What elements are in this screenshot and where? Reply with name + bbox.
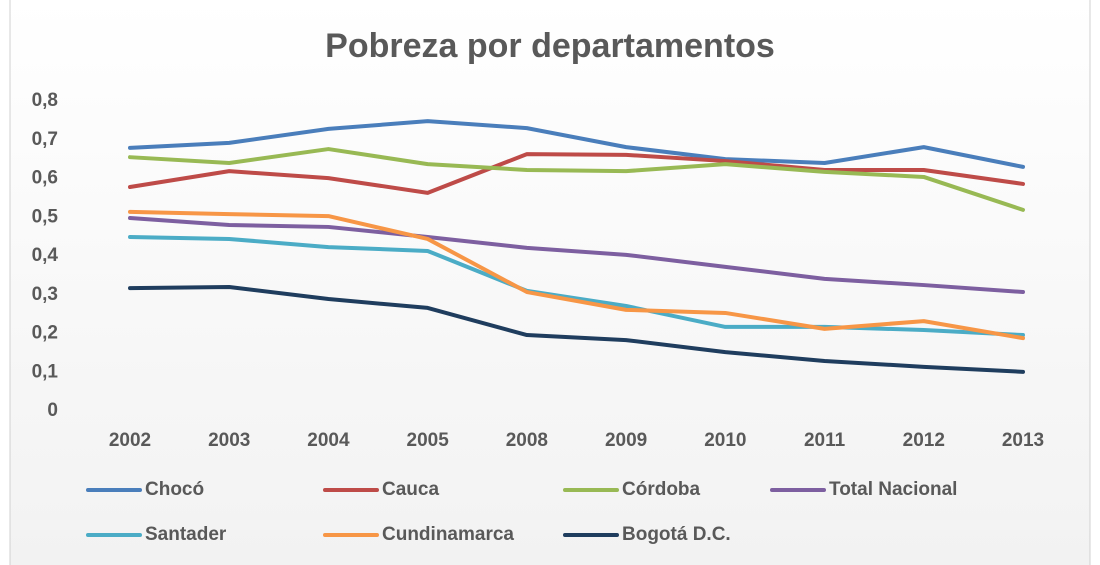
legend-label: Santader — [145, 524, 227, 545]
x-tick-label: 2011 — [804, 430, 846, 451]
series-line — [128, 147, 1025, 212]
x-tick-label: 2008 — [506, 430, 548, 451]
legend-label: Córdoba — [622, 479, 701, 500]
x-tick-label: 2012 — [903, 430, 945, 451]
series-line — [128, 209, 1025, 341]
y-tick-label: 0,7 — [32, 129, 58, 150]
series-line — [128, 216, 1025, 295]
x-tick-label: 2013 — [1002, 430, 1044, 451]
y-tick-label: 0 — [47, 400, 58, 421]
legend-label: Chocó — [145, 479, 204, 500]
y-tick-label: 0,4 — [32, 245, 59, 266]
legend-label: Cundinamarca — [382, 524, 514, 545]
x-tick-label: 2005 — [407, 430, 450, 451]
y-tick-label: 0,5 — [32, 206, 59, 227]
legend-label: Total Nacional — [829, 479, 957, 500]
x-tick-label: 2004 — [307, 430, 350, 451]
series-line — [128, 152, 1025, 195]
y-tick-label: 0,8 — [32, 90, 58, 111]
legend-label: Bogotá D.C. — [622, 524, 731, 545]
series-line — [128, 119, 1025, 169]
chart-title: Pobreza por departamentos — [325, 27, 775, 65]
x-tick-label: 2009 — [605, 430, 647, 451]
legend-label: Cauca — [382, 479, 439, 500]
x-tick-label: 2002 — [109, 430, 151, 451]
y-tick-label: 0,2 — [32, 323, 58, 344]
series-line — [128, 235, 1025, 338]
series-line — [128, 285, 1025, 374]
y-tick-label: 0,6 — [32, 168, 58, 189]
y-tick-label: 0,1 — [32, 361, 59, 382]
y-tick-label: 0,3 — [32, 284, 58, 305]
x-tick-label: 2003 — [208, 430, 250, 451]
x-tick-label: 2010 — [704, 430, 746, 451]
